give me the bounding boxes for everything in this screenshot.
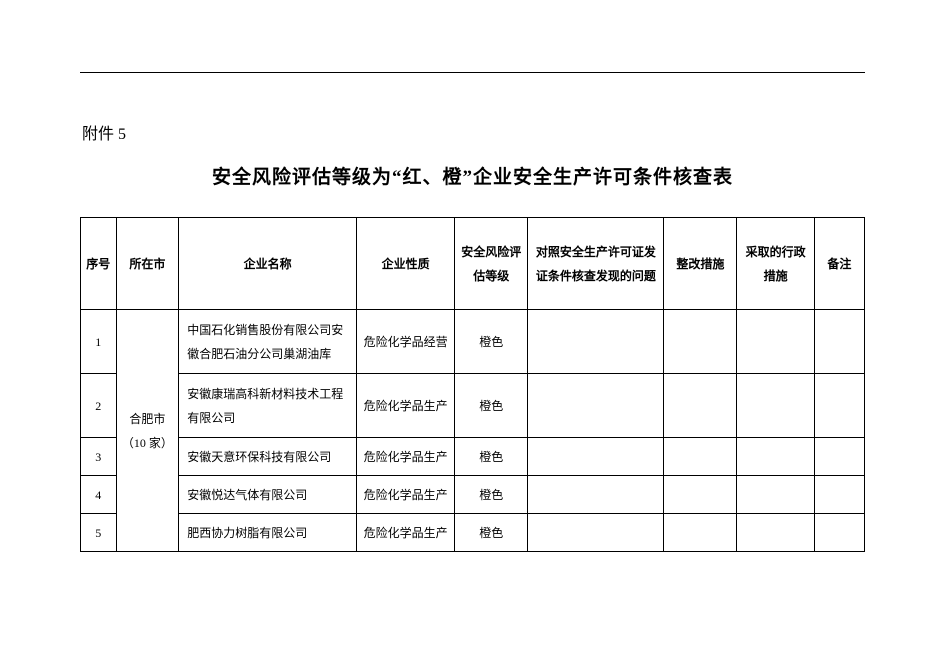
col-header-issue: 对照安全生产许可证发证条件核查发现的问题 xyxy=(528,218,664,310)
cell-note xyxy=(814,374,864,438)
cell-nature: 危险化学品生产 xyxy=(356,374,454,438)
cell-company-name: 安徽康瑞高科新材料技术工程有限公司 xyxy=(179,374,357,438)
cell-note xyxy=(814,310,864,374)
cell-seq: 4 xyxy=(81,476,117,514)
table-row: 3 安徽天意环保科技有限公司 危险化学品生产 橙色 xyxy=(81,438,865,476)
cell-level: 橙色 xyxy=(455,310,528,374)
cell-rect xyxy=(664,514,737,552)
cell-action xyxy=(737,374,814,438)
cell-level: 橙色 xyxy=(455,514,528,552)
col-header-note: 备注 xyxy=(814,218,864,310)
cell-nature: 危险化学品生产 xyxy=(356,514,454,552)
col-header-seq: 序号 xyxy=(81,218,117,310)
cell-level: 橙色 xyxy=(455,476,528,514)
cell-note xyxy=(814,438,864,476)
table-row: 5 肥西协力树脂有限公司 危险化学品生产 橙色 xyxy=(81,514,865,552)
cell-nature: 危险化学品生产 xyxy=(356,476,454,514)
cell-issue xyxy=(528,310,664,374)
cell-seq: 2 xyxy=(81,374,117,438)
col-header-nature: 企业性质 xyxy=(356,218,454,310)
cell-company-name: 肥西协力树脂有限公司 xyxy=(179,514,357,552)
cell-rect xyxy=(664,438,737,476)
city-name: 合肥市 xyxy=(121,407,175,431)
col-header-action: 采取的行政措施 xyxy=(737,218,814,310)
cell-seq: 3 xyxy=(81,438,117,476)
cell-company-name: 安徽天意环保科技有限公司 xyxy=(179,438,357,476)
col-header-city: 所在市 xyxy=(116,218,179,310)
cell-rect xyxy=(664,310,737,374)
cell-rect xyxy=(664,476,737,514)
cell-nature: 危险化学品经营 xyxy=(356,310,454,374)
cell-seq: 5 xyxy=(81,514,117,552)
attachment-label: 附件 5 xyxy=(80,120,865,144)
cell-issue xyxy=(528,374,664,438)
cell-action xyxy=(737,310,814,374)
cell-note xyxy=(814,514,864,552)
table-header-row: 序号 所在市 企业名称 企业性质 安全风险评估等级 对照安全生产许可证发证条件核… xyxy=(81,218,865,310)
verification-table: 序号 所在市 企业名称 企业性质 安全风险评估等级 对照安全生产许可证发证条件核… xyxy=(80,217,865,552)
document-content: 附件 5 安全风险评估等级为“红、橙”企业安全生产许可条件核查表 序号 所在市 … xyxy=(80,120,865,552)
cell-note xyxy=(814,476,864,514)
col-header-level: 安全风险评估等级 xyxy=(455,218,528,310)
cell-rect xyxy=(664,374,737,438)
cell-seq: 1 xyxy=(81,310,117,374)
page-top-rule xyxy=(80,72,865,73)
cell-action xyxy=(737,514,814,552)
cell-issue xyxy=(528,514,664,552)
cell-level: 橙色 xyxy=(455,374,528,438)
table-row: 1 合肥市 （10 家） 中国石化销售股份有限公司安徽合肥石油分公司巢湖油库 危… xyxy=(81,310,865,374)
cell-company-name: 安徽悦达气体有限公司 xyxy=(179,476,357,514)
col-header-rect: 整改措施 xyxy=(664,218,737,310)
table-row: 2 安徽康瑞高科新材料技术工程有限公司 危险化学品生产 橙色 xyxy=(81,374,865,438)
cell-issue xyxy=(528,438,664,476)
city-count: （10 家） xyxy=(121,431,175,455)
document-title: 安全风险评估等级为“红、橙”企业安全生产许可条件核查表 xyxy=(80,162,865,189)
cell-issue xyxy=(528,476,664,514)
cell-action xyxy=(737,438,814,476)
cell-company-name: 中国石化销售股份有限公司安徽合肥石油分公司巢湖油库 xyxy=(179,310,357,374)
cell-action xyxy=(737,476,814,514)
cell-nature: 危险化学品生产 xyxy=(356,438,454,476)
cell-level: 橙色 xyxy=(455,438,528,476)
cell-city-group: 合肥市 （10 家） xyxy=(116,310,179,552)
col-header-name: 企业名称 xyxy=(179,218,357,310)
table-row: 4 安徽悦达气体有限公司 危险化学品生产 橙色 xyxy=(81,476,865,514)
